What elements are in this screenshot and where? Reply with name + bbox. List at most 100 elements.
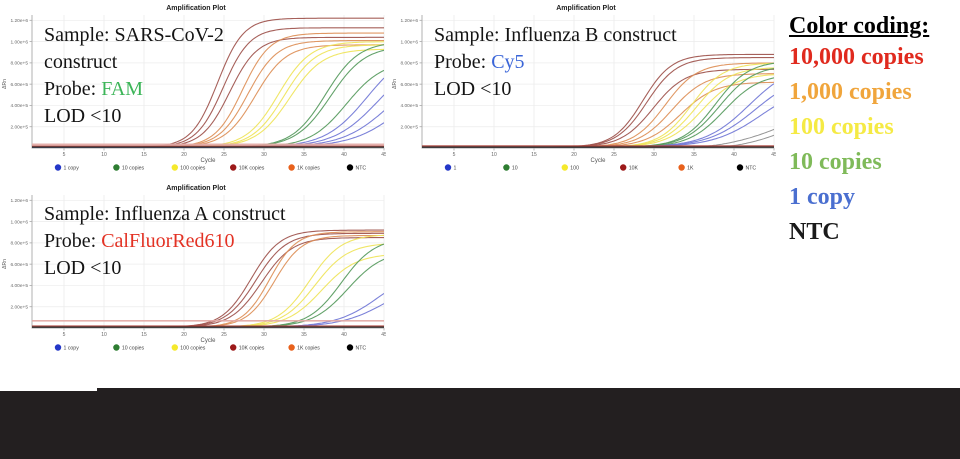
annotation-text: LOD <10 bbox=[44, 257, 122, 279]
chart-title: Amplification Plot bbox=[166, 185, 226, 192]
legend-label: NTC bbox=[356, 346, 367, 352]
legend-dot bbox=[288, 164, 295, 171]
legend-dot bbox=[230, 164, 237, 171]
svg-text:20: 20 bbox=[181, 152, 187, 158]
svg-text:8.00e+5: 8.00e+5 bbox=[11, 61, 29, 67]
amplification-plot-influenza-a: 2.00e+5 4.00e+5 6.00e+5 8.00e+5 1.00e+6 1.20e… bbox=[0, 180, 386, 356]
x-axis-ticks: 5 10 15 20 25 30 35 40 45 bbox=[453, 148, 776, 158]
series-curves bbox=[32, 229, 384, 328]
svg-text:25: 25 bbox=[611, 152, 617, 158]
svg-text:40: 40 bbox=[341, 332, 347, 338]
plot-annotation-influenza-b: Sample: Influenza B construct Probe: Cy5 L… bbox=[434, 22, 677, 103]
annotation-text: LOD <10 bbox=[434, 78, 512, 100]
plot-legend: 1 copy 10 copies 100 copies 10K copies 1K co… bbox=[54, 344, 367, 352]
amplification-plot-influenza-b: 2.00e+5 4.00e+5 6.00e+5 8.00e+5 1.00e+6 1.20e… bbox=[390, 0, 776, 176]
legend-dot bbox=[171, 344, 178, 351]
svg-text:5: 5 bbox=[63, 152, 66, 158]
legend-label: 100 copies bbox=[180, 346, 205, 352]
annotation-line: Sample: Influenza A construct bbox=[44, 201, 286, 228]
legend-dot bbox=[678, 164, 685, 171]
legend-label: 1 bbox=[454, 166, 457, 172]
legend-label: NTC bbox=[746, 166, 757, 172]
color-coding-item: NTC bbox=[789, 219, 840, 245]
svg-text:6.00e+5: 6.00e+5 bbox=[401, 82, 419, 88]
color-coding-item: 10,000 copies bbox=[789, 44, 924, 70]
chart-title: Amplification Plot bbox=[166, 5, 226, 12]
svg-text:30: 30 bbox=[651, 152, 657, 158]
x-axis-ticks: 5 10 15 20 25 30 35 40 45 bbox=[63, 328, 386, 338]
plot-canvas-sars-cov-2: 2.00e+5 4.00e+5 6.00e+5 8.00e+5 1.00e+6 1.20e… bbox=[2, 5, 386, 172]
svg-text:5: 5 bbox=[453, 152, 456, 158]
color-coding-panel: Color coding: 10,000 copies 1,000 copies 1… bbox=[789, 12, 960, 250]
svg-text:20: 20 bbox=[571, 152, 577, 158]
legend-dot bbox=[736, 164, 744, 171]
y-axis-label: ΔRn bbox=[2, 259, 8, 269]
plot-canvas-influenza-a: 2.00e+5 4.00e+5 6.00e+5 8.00e+5 1.00e+6 1.20e… bbox=[2, 185, 386, 352]
svg-text:1.00e+6: 1.00e+6 bbox=[401, 39, 419, 45]
svg-text:1.20e+6: 1.20e+6 bbox=[401, 18, 419, 24]
svg-text:40: 40 bbox=[731, 152, 737, 158]
svg-text:2.00e+5: 2.00e+5 bbox=[11, 124, 29, 130]
legend-label: 1K copies bbox=[297, 346, 320, 352]
svg-text:25: 25 bbox=[221, 332, 227, 338]
plot-legend: 1 copy 10 copies 100 copies 10K copies 1K co… bbox=[54, 164, 367, 172]
svg-text:10: 10 bbox=[491, 152, 497, 158]
footer-bar-main bbox=[97, 388, 960, 459]
legend-label: 10K bbox=[629, 166, 639, 172]
legend-dot bbox=[561, 164, 568, 171]
axes bbox=[31, 195, 384, 329]
svg-text:6.00e+5: 6.00e+5 bbox=[11, 82, 29, 88]
chart-title: Amplification Plot bbox=[556, 5, 616, 12]
x-axis-ticks: 5 10 15 20 25 30 35 40 45 bbox=[63, 148, 386, 158]
svg-text:25: 25 bbox=[221, 152, 227, 158]
svg-text:1.20e+6: 1.20e+6 bbox=[11, 198, 29, 204]
svg-text:15: 15 bbox=[141, 152, 147, 158]
probe-name: FAM bbox=[101, 78, 144, 100]
color-coding-item: 1,000 copies bbox=[789, 79, 912, 105]
svg-text:45: 45 bbox=[771, 152, 776, 158]
color-coding-item: 100 copies bbox=[789, 114, 894, 140]
annotation-text: Sample: Influenza A construct bbox=[44, 203, 286, 225]
svg-text:45: 45 bbox=[381, 332, 386, 338]
legend-label: 1 copy bbox=[64, 346, 80, 352]
annotation-line: Sample: Influenza B construct bbox=[434, 22, 677, 49]
legend-label: NTC bbox=[356, 166, 367, 172]
legend-label: 100 copies bbox=[180, 166, 205, 172]
series-curves bbox=[32, 17, 384, 148]
annotation-text: Probe: bbox=[44, 78, 102, 100]
y-axis-label: ΔRn bbox=[2, 79, 8, 89]
plot-canvas-influenza-b: 2.00e+5 4.00e+5 6.00e+5 8.00e+5 1.00e+6 1.20e… bbox=[392, 5, 776, 172]
svg-text:35: 35 bbox=[301, 152, 307, 158]
grid bbox=[422, 15, 775, 148]
legend-label: 10 copies bbox=[122, 346, 145, 352]
svg-text:1.20e+6: 1.20e+6 bbox=[11, 18, 29, 24]
amplification-plot-sars-cov-2: 2.00e+5 4.00e+5 6.00e+5 8.00e+5 1.00e+6 1.20e… bbox=[0, 0, 386, 176]
svg-text:4.00e+5: 4.00e+5 bbox=[11, 103, 29, 109]
svg-text:1.00e+6: 1.00e+6 bbox=[11, 39, 29, 45]
svg-text:30: 30 bbox=[261, 332, 267, 338]
annotation-text: LOD <10 bbox=[44, 105, 122, 127]
color-coding-item: 10 copies bbox=[789, 149, 882, 175]
svg-text:15: 15 bbox=[141, 332, 147, 338]
annotation-text: Sample: Influenza B construct bbox=[434, 24, 677, 46]
svg-text:6.00e+5: 6.00e+5 bbox=[11, 262, 29, 268]
legend-label: 10 copies bbox=[122, 166, 145, 172]
svg-text:10: 10 bbox=[101, 152, 107, 158]
probe-name: CalFluorRed610 bbox=[101, 230, 235, 252]
x-axis-label: Cycle bbox=[200, 158, 216, 164]
color-coding-list: 10,000 copies 1,000 copies 100 copies 10 co… bbox=[789, 40, 960, 250]
svg-text:5: 5 bbox=[63, 332, 66, 338]
legend-dot bbox=[171, 164, 178, 171]
svg-text:35: 35 bbox=[301, 332, 307, 338]
svg-text:40: 40 bbox=[341, 152, 347, 158]
legend-dot bbox=[444, 164, 452, 171]
legend-dot bbox=[620, 164, 627, 171]
probe-name: Cy5 bbox=[491, 51, 525, 73]
svg-text:20: 20 bbox=[181, 332, 187, 338]
annotation-line: Probe: FAM bbox=[44, 76, 224, 103]
legend-label: 100 bbox=[570, 166, 579, 172]
axes bbox=[421, 15, 774, 149]
svg-text:4.00e+5: 4.00e+5 bbox=[401, 103, 419, 109]
svg-text:2.00e+5: 2.00e+5 bbox=[401, 124, 419, 130]
annotation-line: Probe: Cy5 bbox=[434, 49, 677, 76]
